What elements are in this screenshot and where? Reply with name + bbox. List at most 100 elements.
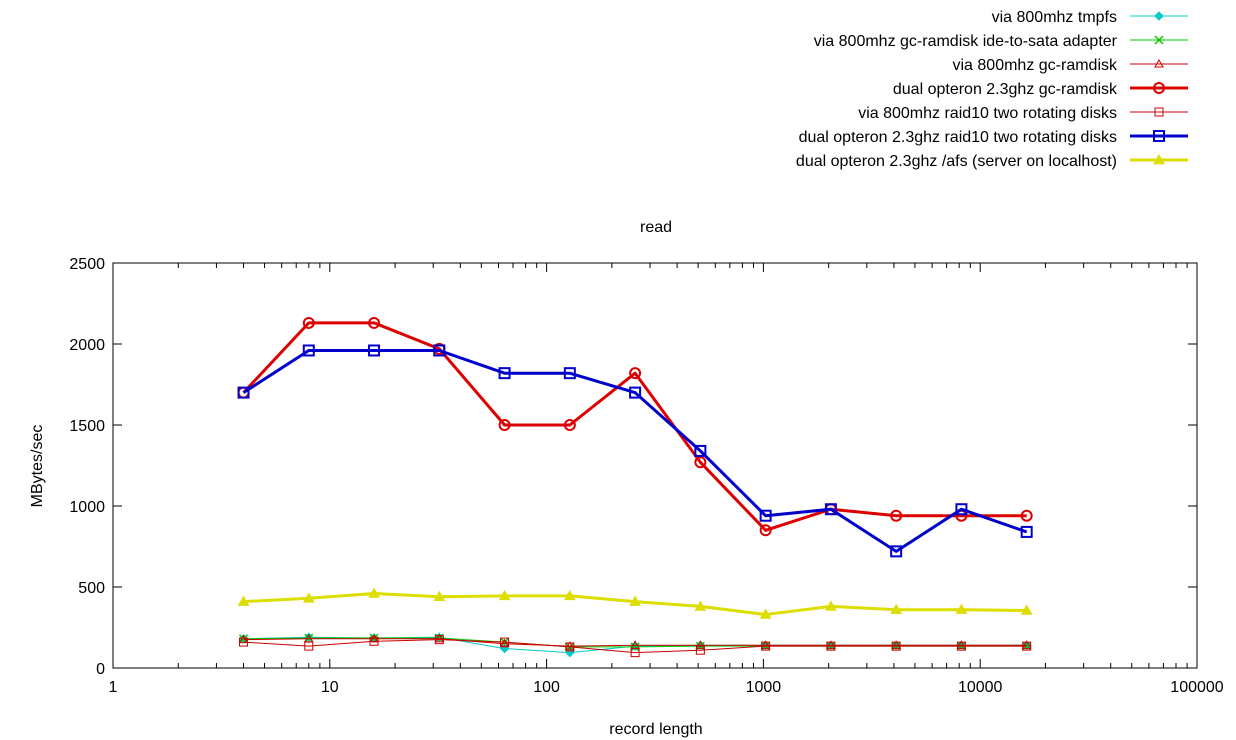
data-point (499, 638, 510, 648)
series-line (242, 349, 1028, 553)
data-point (238, 634, 249, 644)
data-point (694, 444, 707, 457)
data-point (1020, 509, 1033, 522)
y-tick-label: 500 (78, 580, 105, 597)
data-point (890, 509, 903, 522)
series-line (243, 639, 1027, 654)
data-point (434, 633, 445, 643)
series-line (243, 638, 1027, 647)
data-point (629, 386, 642, 399)
x-axis-label: record length (609, 721, 702, 738)
data-point (890, 545, 903, 558)
data-point (1154, 11, 1164, 21)
data-point (1153, 82, 1165, 94)
series-6 (237, 344, 1033, 558)
legend: via 800mhz tmpfs via 800mhz gc-ramdisk id… (796, 9, 1188, 170)
series-3 (238, 633, 1032, 650)
data-point (1154, 107, 1164, 117)
data-point (304, 641, 314, 651)
data-point (695, 640, 706, 649)
data-point (498, 589, 511, 601)
x-tick-label: 1000 (746, 679, 782, 696)
data-point (629, 367, 642, 380)
data-point (955, 503, 968, 516)
series-layer (237, 316, 1033, 658)
data-point (1021, 640, 1032, 649)
data-point (500, 637, 510, 647)
x-tick-label: 100 (533, 679, 560, 696)
data-point (891, 641, 901, 651)
data-point (368, 316, 381, 329)
data-point (629, 595, 641, 606)
y-tick-label: 2000 (69, 337, 105, 354)
data-point (1153, 153, 1165, 165)
chart-title: read (640, 219, 672, 236)
axis-ticks: 0 500 1000 1500 2000 2500 1 10 100 1000 10000 10000… (69, 256, 1223, 696)
data-point (891, 640, 902, 649)
data-point (237, 386, 250, 399)
data-point (237, 595, 250, 606)
legend-label: dual opteron 2.3ghz /afs (server on loca… (796, 153, 1117, 170)
legend-label: dual opteron 2.3ghz raid10 two rotating … (799, 129, 1117, 146)
data-point (564, 641, 575, 650)
data-point (368, 587, 380, 598)
legend-item: dual opteron 2.3ghz raid10 two rotating … (799, 129, 1188, 146)
legend-label: via 800mhz raid10 two rotating disks (858, 105, 1117, 122)
x-tick-label: 10000 (958, 679, 1003, 696)
legend-item: via 800mhz gc-ramdisk ide-to-sata adapte… (814, 33, 1188, 50)
legend-label: dual opteron 2.3ghz gc-ramdisk (893, 81, 1118, 98)
data-point (563, 419, 576, 431)
data-point (498, 367, 511, 380)
legend-label: via 800mhz gc-ramdisk (953, 57, 1119, 74)
data-point (302, 344, 315, 357)
data-point (1020, 604, 1033, 615)
series-5 (239, 635, 1032, 658)
series-line (242, 321, 1027, 532)
data-point (694, 456, 707, 469)
data-point (630, 642, 640, 652)
data-point (955, 603, 968, 614)
data-point (1153, 130, 1165, 142)
series-7 (237, 587, 1033, 619)
legend-item: dual opteron 2.3ghz /afs (server on loca… (796, 153, 1188, 170)
data-point (239, 637, 249, 647)
data-point (1154, 35, 1164, 45)
data-point (1020, 525, 1033, 538)
data-point (563, 367, 576, 380)
y-tick-label: 1000 (69, 499, 105, 516)
x-tick-label: 100000 (1170, 679, 1223, 696)
data-point (563, 589, 576, 601)
data-point (434, 635, 444, 645)
legend-item: via 800mhz gc-ramdisk (953, 57, 1188, 74)
x-tick-label: 1 (109, 679, 118, 696)
data-point (304, 633, 314, 643)
legend-item: dual opteron 2.3ghz gc-ramdisk (893, 81, 1188, 98)
y-axis-label: MBytes/sec (29, 425, 46, 508)
data-point (238, 634, 249, 644)
data-point (368, 344, 381, 357)
data-point (759, 509, 772, 522)
y-tick-label: 2500 (69, 256, 105, 273)
data-point (759, 524, 772, 537)
data-point (760, 640, 771, 649)
data-point (433, 590, 446, 601)
data-point (890, 603, 903, 614)
data-point (369, 633, 379, 643)
y-tick-label: 1500 (69, 418, 105, 435)
y-tick-label: 0 (96, 661, 105, 678)
data-point (302, 316, 315, 329)
data-point (694, 600, 707, 611)
data-point (630, 648, 640, 658)
data-point (956, 641, 966, 651)
plot-frame (112, 262, 1198, 669)
data-point (302, 592, 315, 603)
data-point (759, 608, 772, 619)
data-point (825, 600, 837, 611)
data-point (1022, 641, 1032, 651)
data-point (826, 640, 836, 649)
data-point (824, 503, 837, 516)
data-point (369, 633, 379, 643)
legend-item: via 800mhz tmpfs (992, 9, 1188, 26)
data-point (498, 419, 511, 431)
